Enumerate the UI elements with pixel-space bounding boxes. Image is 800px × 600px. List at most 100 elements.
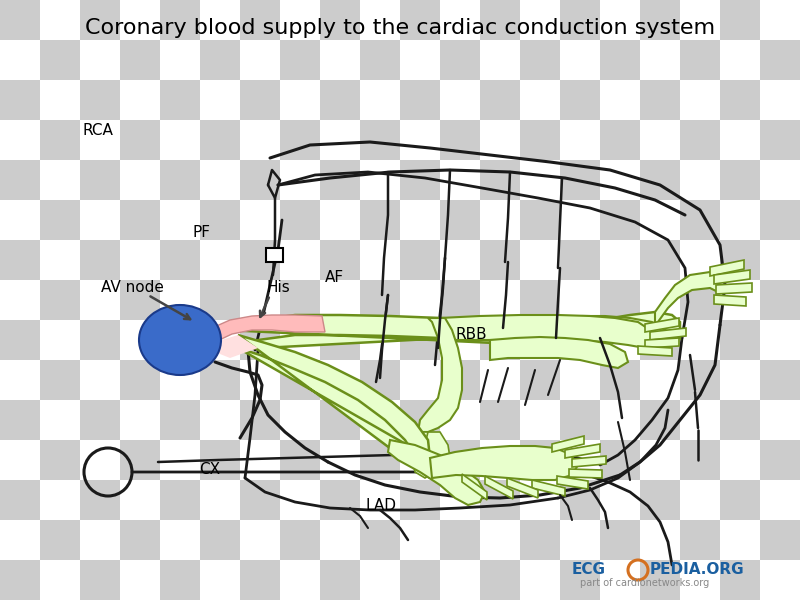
Polygon shape bbox=[426, 432, 450, 472]
Polygon shape bbox=[716, 283, 752, 294]
Bar bbox=[0, 0, 40, 40]
Bar bbox=[200, 440, 240, 480]
Bar bbox=[520, 360, 560, 400]
Bar bbox=[160, 400, 200, 440]
Bar bbox=[40, 440, 80, 480]
Bar bbox=[440, 520, 480, 560]
Bar bbox=[560, 480, 600, 520]
Polygon shape bbox=[569, 469, 602, 478]
Text: AV node: AV node bbox=[101, 280, 163, 295]
Polygon shape bbox=[388, 440, 485, 505]
Bar bbox=[680, 40, 720, 80]
Bar bbox=[120, 440, 160, 480]
Bar bbox=[480, 560, 520, 600]
Bar bbox=[440, 200, 480, 240]
Bar bbox=[400, 160, 440, 200]
Bar bbox=[720, 560, 760, 600]
Bar bbox=[760, 40, 800, 80]
Bar bbox=[720, 160, 760, 200]
Bar bbox=[40, 40, 80, 80]
Bar bbox=[280, 200, 320, 240]
Polygon shape bbox=[418, 318, 462, 432]
Bar bbox=[80, 0, 120, 40]
Polygon shape bbox=[645, 318, 679, 332]
Bar bbox=[640, 80, 680, 120]
Polygon shape bbox=[485, 476, 513, 499]
Bar bbox=[720, 320, 760, 360]
Bar bbox=[240, 400, 280, 440]
Polygon shape bbox=[225, 315, 598, 350]
Bar bbox=[80, 400, 120, 440]
Bar bbox=[200, 280, 240, 320]
Ellipse shape bbox=[139, 305, 221, 375]
Bar bbox=[400, 400, 440, 440]
Text: PEDIA.ORG: PEDIA.ORG bbox=[650, 563, 745, 577]
Bar bbox=[200, 200, 240, 240]
Bar bbox=[600, 200, 640, 240]
Bar bbox=[400, 560, 440, 600]
Text: part of cardionetworks.org: part of cardionetworks.org bbox=[580, 578, 710, 588]
Polygon shape bbox=[238, 335, 430, 478]
Bar bbox=[600, 280, 640, 320]
Bar bbox=[480, 80, 520, 120]
Bar bbox=[200, 40, 240, 80]
Bar bbox=[640, 160, 680, 200]
Bar bbox=[320, 240, 360, 280]
Bar bbox=[160, 80, 200, 120]
Bar bbox=[80, 240, 120, 280]
Bar bbox=[760, 360, 800, 400]
Bar bbox=[160, 240, 200, 280]
Text: RCA: RCA bbox=[82, 124, 113, 138]
Bar bbox=[520, 200, 560, 240]
Polygon shape bbox=[215, 335, 258, 358]
Bar bbox=[320, 400, 360, 440]
Bar bbox=[760, 120, 800, 160]
Bar bbox=[320, 0, 360, 40]
Polygon shape bbox=[650, 328, 686, 340]
Bar bbox=[266, 248, 283, 262]
Bar bbox=[320, 480, 360, 520]
Bar bbox=[320, 80, 360, 120]
Bar bbox=[600, 120, 640, 160]
Bar bbox=[240, 160, 280, 200]
Polygon shape bbox=[570, 312, 680, 342]
Bar bbox=[400, 80, 440, 120]
Polygon shape bbox=[412, 432, 440, 478]
Bar bbox=[400, 320, 440, 360]
Bar bbox=[720, 240, 760, 280]
Bar bbox=[760, 280, 800, 320]
Polygon shape bbox=[440, 315, 655, 348]
Bar bbox=[440, 440, 480, 480]
Bar bbox=[640, 320, 680, 360]
Bar bbox=[240, 320, 280, 360]
Polygon shape bbox=[655, 272, 718, 326]
Bar bbox=[240, 0, 280, 40]
Bar bbox=[200, 520, 240, 560]
Bar bbox=[400, 0, 440, 40]
Polygon shape bbox=[714, 295, 746, 306]
Bar bbox=[280, 440, 320, 480]
Bar bbox=[440, 280, 480, 320]
Bar bbox=[120, 280, 160, 320]
Bar bbox=[360, 440, 400, 480]
Bar bbox=[520, 120, 560, 160]
Polygon shape bbox=[532, 480, 565, 496]
Bar bbox=[120, 360, 160, 400]
Text: RBB: RBB bbox=[456, 328, 488, 342]
Bar bbox=[680, 280, 720, 320]
Bar bbox=[640, 0, 680, 40]
Bar bbox=[0, 320, 40, 360]
Bar bbox=[160, 480, 200, 520]
Bar bbox=[40, 120, 80, 160]
Bar bbox=[0, 480, 40, 520]
Bar bbox=[360, 120, 400, 160]
Bar bbox=[560, 240, 600, 280]
Bar bbox=[160, 0, 200, 40]
Text: CX: CX bbox=[199, 462, 220, 477]
Polygon shape bbox=[710, 260, 744, 276]
Bar bbox=[0, 160, 40, 200]
Bar bbox=[600, 520, 640, 560]
Bar bbox=[480, 0, 520, 40]
Bar bbox=[440, 120, 480, 160]
Bar bbox=[680, 440, 720, 480]
